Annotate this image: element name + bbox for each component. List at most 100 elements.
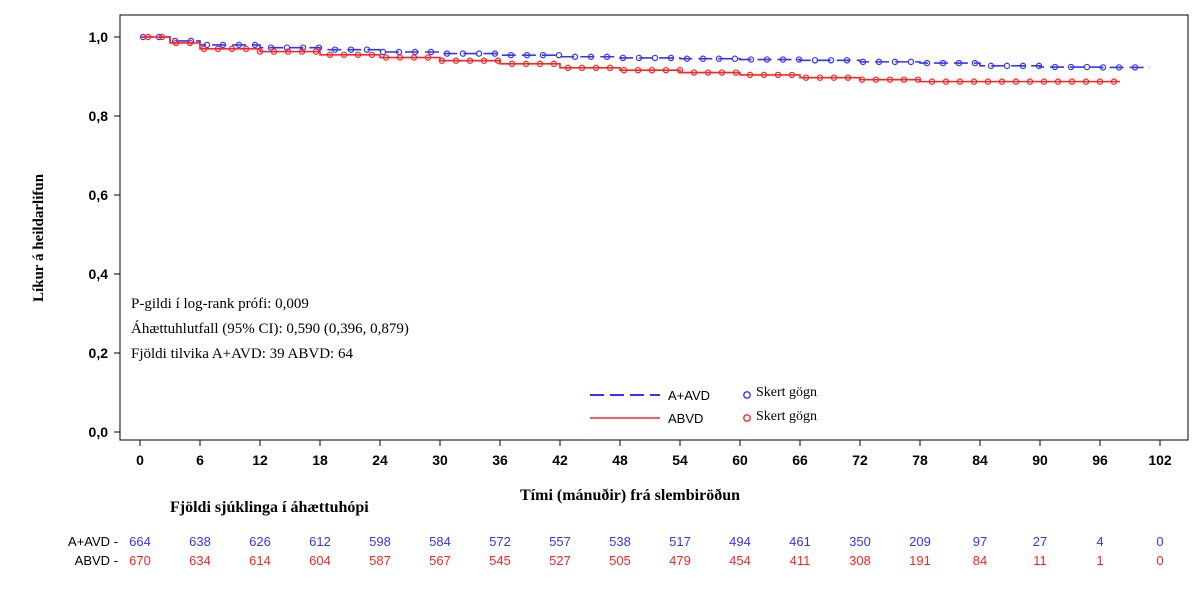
- x-tick-label: 78: [912, 452, 928, 468]
- censor-marker: [718, 69, 726, 76]
- x-tick-label: 96: [1092, 452, 1108, 468]
- censor-marker: [158, 33, 166, 41]
- at-risk-value: 634: [189, 553, 211, 568]
- at-risk-value: 572: [489, 534, 511, 549]
- censor-marker: [172, 39, 180, 47]
- censor-marker: [1082, 78, 1090, 85]
- censor-marker: [539, 51, 547, 59]
- at-risk-value: 11: [1033, 553, 1047, 568]
- at-risk-value: 587: [369, 553, 391, 568]
- y-tick-label: 0,4: [89, 266, 109, 282]
- censor-marker: [331, 46, 339, 53]
- y-tick-label: 0,2: [89, 345, 109, 361]
- censor-marker: [443, 50, 451, 57]
- censor-marker: [858, 76, 866, 83]
- censor-marker: [715, 55, 723, 62]
- at-risk-value: 545: [489, 553, 511, 568]
- legend: A+AVD Skert gögn ABVD Skert gögn: [590, 385, 817, 426]
- censor-marker: [427, 48, 435, 56]
- x-tick-label: 90: [1032, 452, 1048, 468]
- censor-marker: [1054, 78, 1062, 85]
- censor-marker: [788, 71, 796, 79]
- censor-marker: [219, 41, 227, 49]
- at-risk-value: 1: [1096, 553, 1103, 568]
- censor-marker: [536, 60, 544, 68]
- censor-marker: [747, 56, 755, 63]
- x-tick-label: 66: [792, 452, 808, 468]
- censor-marker: [494, 57, 502, 64]
- x-tick-label: 60: [732, 452, 748, 468]
- x-tick-label: 6: [196, 452, 204, 468]
- censor-marker: [270, 48, 278, 55]
- censor-marker: [955, 59, 963, 67]
- at-risk-value: 598: [369, 534, 391, 549]
- censor-marker: [1099, 64, 1107, 71]
- legend-censor-marker-aavd: [743, 391, 751, 399]
- censor-marker: [891, 58, 899, 66]
- at-risk-value: 612: [309, 534, 331, 549]
- at-risk-value: 494: [729, 534, 751, 549]
- y-tick-label: 0,6: [89, 187, 109, 203]
- censor-marker: [699, 55, 707, 62]
- censor-marker: [779, 56, 787, 63]
- censor-marker: [410, 54, 418, 61]
- at-risk-value: 97: [973, 534, 987, 549]
- censor-marker: [816, 74, 824, 81]
- at-risk-value: 538: [609, 534, 631, 549]
- at-risk-value: 517: [669, 534, 691, 549]
- censor-marker: [667, 54, 675, 62]
- censor-marker: [732, 69, 740, 76]
- censor-marker: [315, 44, 323, 51]
- legend-label-aavd: A+AVD: [668, 388, 710, 403]
- censor-marker: [452, 57, 460, 64]
- censor-marker: [683, 55, 691, 62]
- y-axis-label: Líkur á heildarlifun: [31, 173, 47, 302]
- at-risk-value: 505: [609, 553, 631, 568]
- y-tick-label: 0,0: [89, 424, 109, 440]
- censor-marker: [1012, 78, 1020, 85]
- censor-marker: [475, 50, 483, 57]
- censor-marker: [592, 64, 600, 72]
- censor-marker: [466, 57, 474, 64]
- at-risk-value: 411: [790, 553, 811, 568]
- at-risk-value: 191: [909, 553, 931, 568]
- censor-marker: [923, 59, 931, 67]
- censor-marker: [368, 51, 376, 58]
- censor-marker: [228, 45, 236, 53]
- at-risk-value: 670: [129, 553, 151, 568]
- legend-censor-label-abvd: Skert gögn: [756, 409, 817, 424]
- plot-area: [119, 14, 1189, 441]
- censor-marker: [491, 50, 499, 57]
- censor-marker: [299, 44, 307, 51]
- annotation-events: Fjöldi tilvika A+AVD: 39 ABVD: 64: [131, 346, 353, 362]
- x-axis-label: Tími (mánuðir) frá slembiröðun: [520, 487, 740, 504]
- censor-marker: [971, 59, 979, 67]
- censor-marker: [939, 59, 947, 67]
- censor-marker: [1067, 63, 1075, 71]
- censor-marker: [827, 57, 835, 64]
- at-risk-value: 479: [669, 553, 691, 568]
- censor-marker: [1051, 63, 1059, 71]
- censor-marker: [634, 66, 642, 74]
- at-risk-value: 584: [429, 534, 451, 549]
- censor-marker: [256, 48, 264, 55]
- censor-marker: [928, 78, 936, 85]
- censor-marker: [312, 48, 320, 55]
- censor-marker: [1068, 78, 1076, 85]
- censor-marker: [1019, 62, 1027, 70]
- censor-marker: [606, 64, 614, 72]
- censor-marker: [550, 60, 558, 68]
- censor-marker: [763, 56, 771, 63]
- censor-marker: [1110, 78, 1118, 85]
- censor-marker: [424, 54, 432, 61]
- censor-marker: [886, 76, 894, 83]
- censor-marker: [1083, 63, 1091, 71]
- censor-marker: [970, 78, 978, 85]
- censor-marker: [704, 69, 712, 76]
- censor-marker: [438, 57, 446, 64]
- censor-marker: [326, 51, 334, 58]
- censor-marker: [859, 58, 867, 66]
- censor-marker: [251, 41, 259, 49]
- censor-marker: [363, 46, 371, 53]
